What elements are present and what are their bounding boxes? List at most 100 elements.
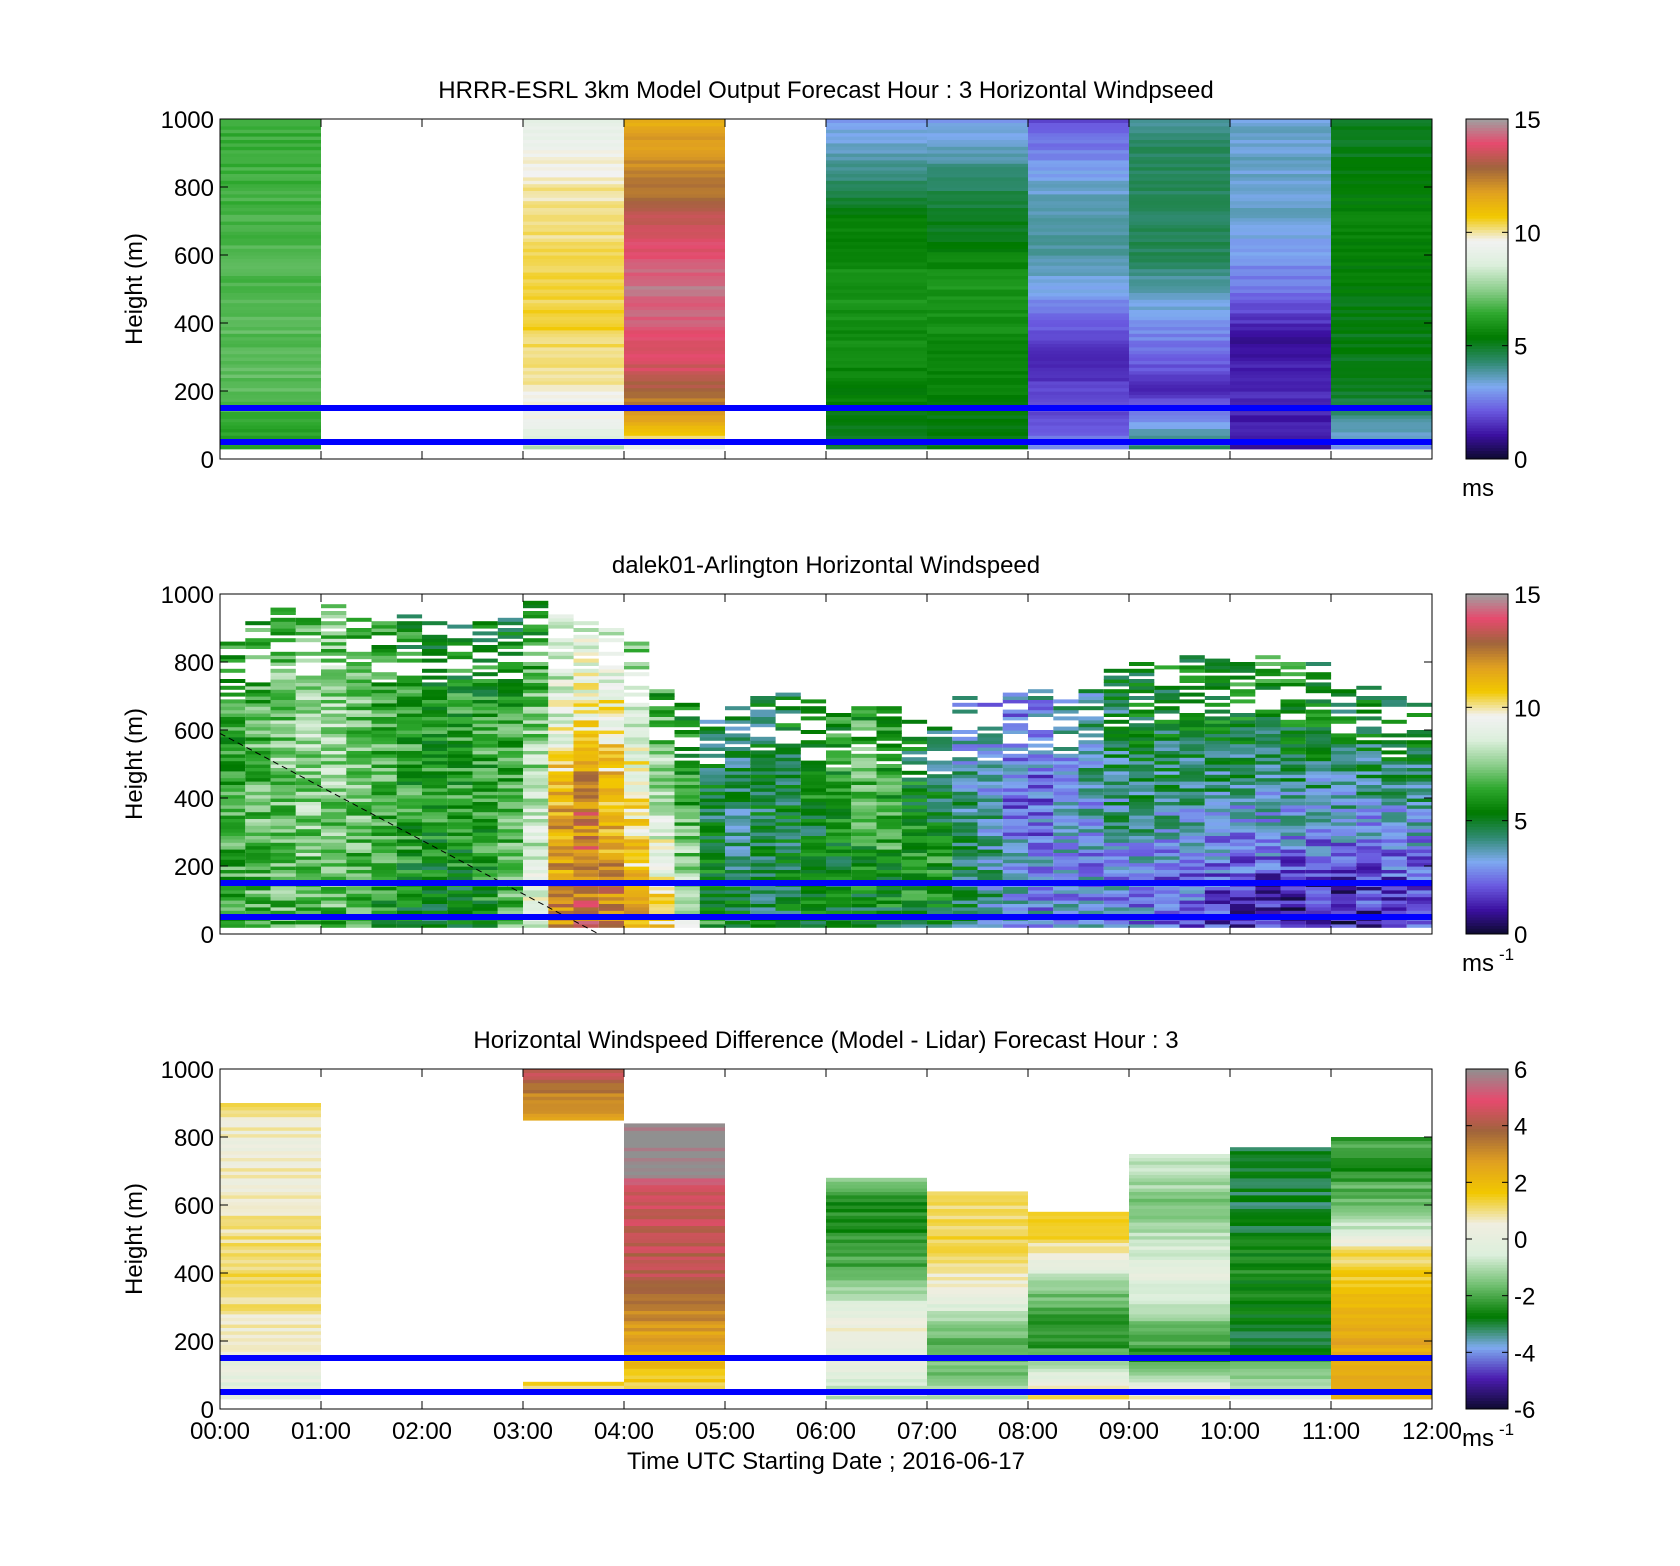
lidar-profile [1230, 662, 1255, 928]
heatmap-cell [1154, 686, 1179, 690]
heatmap-cell [725, 706, 750, 710]
colorbar-swatch [1466, 600, 1508, 603]
data-column [220, 119, 321, 449]
lidar-profile [321, 604, 346, 928]
colorbar-swatch [1466, 710, 1508, 713]
heatmap-cell [624, 401, 725, 405]
heatmap-cell [1230, 435, 1331, 439]
heatmap-cell [523, 611, 548, 615]
heatmap-cell [523, 601, 548, 605]
colorbar-swatch [1466, 210, 1508, 213]
colorbar-swatch [1466, 795, 1508, 798]
heatmap-cell [548, 614, 573, 618]
heatmap-cell [725, 747, 750, 751]
heatmap-cell [826, 265, 927, 269]
heatmap-cell [1281, 699, 1306, 703]
heatmap-cell [1028, 350, 1129, 354]
heatmap-cell [1129, 218, 1230, 222]
heatmap-cell [220, 201, 321, 205]
data-column [624, 1123, 725, 1392]
heatmap-cell [220, 194, 321, 198]
y-tick-label: 0 [201, 922, 214, 949]
heatmap-cell [220, 211, 321, 215]
heatmap-cell [927, 235, 1028, 239]
heatmap-cell [1180, 713, 1205, 717]
panel-1: HRRR-ESRL 3km Model Output Forecast Hour… [121, 77, 1541, 502]
heatmap-cell [523, 435, 624, 439]
heatmap-cell [498, 652, 523, 656]
colorbar-swatch [1466, 244, 1508, 247]
heatmap-cell [220, 333, 321, 337]
heatmap-cell [346, 628, 371, 632]
heatmap-cell [1028, 228, 1129, 232]
heatmap-cell [220, 679, 245, 683]
heatmap-cell [220, 299, 321, 303]
colorbar-swatch [1466, 617, 1508, 620]
data-column [523, 1069, 624, 1121]
y-tick-label: 400 [174, 786, 214, 813]
heatmap-cell [927, 252, 1028, 256]
heatmap-cell [1129, 184, 1230, 188]
heatmap-cell [826, 235, 927, 239]
heatmap-cell [1028, 119, 1129, 123]
heatmap-cell [220, 119, 321, 123]
heatmap-cell [624, 1123, 725, 1127]
heatmap-cell [1230, 299, 1331, 303]
heatmap-cell [1306, 662, 1331, 666]
colorbar-tick-label: 15 [1514, 107, 1541, 134]
heatmap-cell [725, 733, 750, 737]
heatmap-cell [1230, 384, 1331, 388]
heatmap-cell [1306, 710, 1331, 714]
heatmap-cell [826, 167, 927, 171]
heatmap-cell [927, 367, 1028, 371]
heatmap-cell [978, 733, 1003, 737]
heatmap-cell [523, 177, 624, 181]
heatmap-cell [902, 747, 927, 751]
heatmap-cell [1180, 699, 1205, 703]
heatmap-cell [750, 696, 775, 700]
heatmap-cell [1129, 679, 1154, 683]
heatmap-cell [447, 652, 472, 656]
heatmap-cell [1331, 350, 1432, 354]
lidar-profile [927, 727, 952, 928]
colorbar-swatch [1466, 235, 1508, 238]
heatmap-cell [523, 143, 624, 147]
colorbar-swatch [1466, 804, 1508, 807]
heatmap-cell [1104, 669, 1129, 673]
heatmap-cell [1154, 665, 1179, 669]
colorbar-swatch [1466, 685, 1508, 688]
heatmap-cell [1306, 672, 1331, 676]
heatmap-cell [473, 665, 498, 669]
colorbar-swatch [1466, 821, 1508, 824]
heatmap-cell [624, 662, 649, 666]
heatmap-cell [447, 669, 472, 673]
heatmap-cell [1230, 160, 1331, 164]
data-column [1230, 119, 1331, 449]
heatmap-cell [1331, 218, 1432, 222]
heatmap-cell [523, 201, 624, 205]
heatmap-cell [473, 621, 498, 625]
colorbar-swatch [1466, 201, 1508, 204]
heatmap-cell [321, 611, 346, 615]
heatmap-cell [271, 618, 296, 622]
heatmap-cell [1230, 699, 1255, 703]
heatmap-cell [826, 733, 851, 737]
heatmap-cell [624, 686, 649, 690]
colorbar-unit-superscript: -1 [1499, 945, 1514, 964]
heatmap-cell [700, 754, 725, 758]
heatmap-cell [826, 1178, 927, 1182]
colorbar-tick-label: 10 [1514, 695, 1541, 722]
heatmap-cell [927, 211, 1028, 215]
heatmap-cell [624, 160, 725, 164]
heatmap-cell [1230, 682, 1255, 686]
heatmap-cell [346, 618, 371, 622]
heatmap-cell [296, 618, 321, 622]
heatmap-cell [700, 720, 725, 724]
colorbar-swatch [1466, 176, 1508, 179]
heatmap-cell [1382, 733, 1407, 737]
heatmap-cell [1230, 676, 1255, 680]
heatmap-cell [220, 435, 321, 439]
heatmap-cell [649, 689, 674, 693]
y-tick-label: 1000 [161, 107, 214, 134]
